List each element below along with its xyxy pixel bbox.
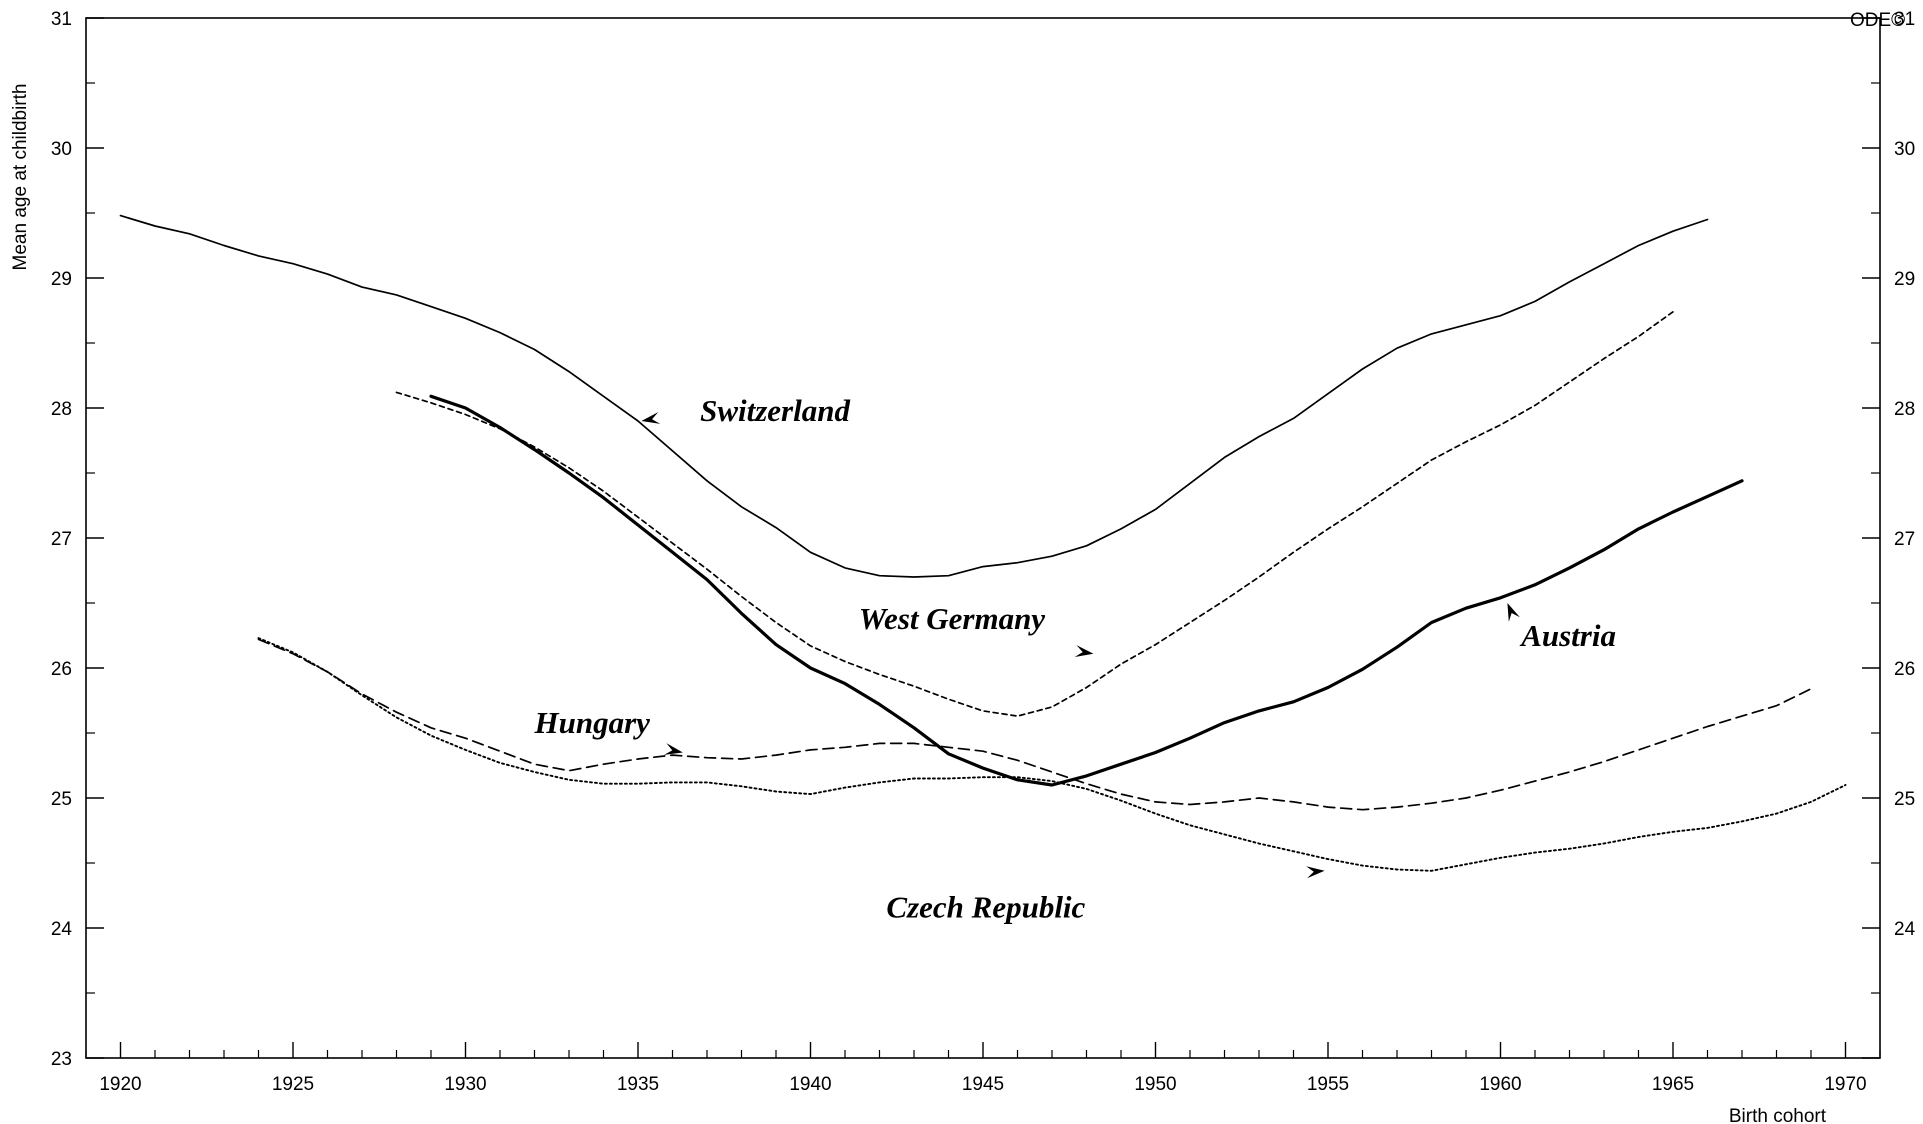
series-line-czech-republic	[257, 637, 1847, 872]
label-arrow-icon	[664, 743, 683, 755]
y-tick-label-right: 24	[1894, 919, 1916, 940]
series-line-austria	[429, 394, 1744, 787]
x-tick-label: 1950	[1134, 1074, 1176, 1095]
x-tick-label: 1945	[962, 1074, 1004, 1095]
series-label-hungary: Hungary	[534, 705, 651, 740]
y-tick-label-left: 24	[51, 919, 73, 940]
y-tick-label-right: 31	[1894, 9, 1915, 30]
y-tick-label-right: 30	[1894, 139, 1915, 160]
series-labels: Switzerland West Germany Austria Hungary Cze…	[534, 393, 1616, 925]
label-arrow-icon	[1306, 866, 1325, 879]
y-axis-title: Mean age at childbirth	[10, 84, 31, 271]
y-tick-label-right: 25	[1894, 789, 1915, 810]
x-tick-label: 1920	[99, 1074, 141, 1095]
watermark: ODE©	[1850, 10, 1905, 31]
label-arrow-icon	[641, 412, 661, 424]
y-tick-label-right: 27	[1894, 529, 1915, 550]
x-tick-label: 1925	[272, 1074, 314, 1095]
y-axis-left: 23 24 25 26 27 28 29 30 31	[51, 9, 104, 1070]
x-tick-label: 1955	[1307, 1074, 1349, 1095]
x-tick-label: 1935	[617, 1074, 659, 1095]
y-tick-label-right: 29	[1894, 269, 1915, 290]
x-axis: 1920 1925 1930 1935 1940 1945 1950 1955 1960 1965…	[85, 1042, 1881, 1095]
y-tick-label-left: 31	[51, 9, 72, 30]
y-tick-label-left: 27	[51, 529, 72, 550]
series-label-austria: Austria	[1519, 618, 1616, 653]
x-tick-label: 1930	[444, 1074, 486, 1095]
y-tick-label-left: 30	[51, 139, 72, 160]
x-tick-label: 1940	[789, 1074, 831, 1095]
series-line-west-germany	[395, 310, 1674, 717]
series-label-czech-republic: Czech Republic	[886, 890, 1085, 925]
y-tick-label-left: 26	[51, 659, 72, 680]
label-arrow-icon	[1507, 603, 1520, 622]
x-tick-label: 1960	[1479, 1074, 1521, 1095]
series-line-hungary	[257, 638, 1812, 811]
y-tick-label-left: 28	[51, 399, 72, 420]
y-tick-label-left: 25	[51, 789, 72, 810]
y-tick-label-left: 29	[51, 269, 72, 290]
series-label-west-germany: West Germany	[859, 601, 1046, 636]
series-label-switzerland: Switzerland	[700, 393, 850, 428]
x-tick-label: 1965	[1652, 1074, 1694, 1095]
x-tick-label: 1970	[1824, 1074, 1866, 1095]
y-tick-label-left: 23	[51, 1049, 72, 1070]
series-line-switzerland	[119, 214, 1709, 578]
x-axis-title: Birth cohort	[1729, 1106, 1827, 1124]
y-axis-right: 24 25 26 27 28 29 30 31	[1862, 9, 1916, 1059]
y-tick-label-right: 28	[1894, 399, 1915, 420]
y-tick-label-right: 26	[1894, 659, 1915, 680]
series-lines	[119, 214, 1847, 872]
label-arrow-icon	[1074, 645, 1094, 657]
